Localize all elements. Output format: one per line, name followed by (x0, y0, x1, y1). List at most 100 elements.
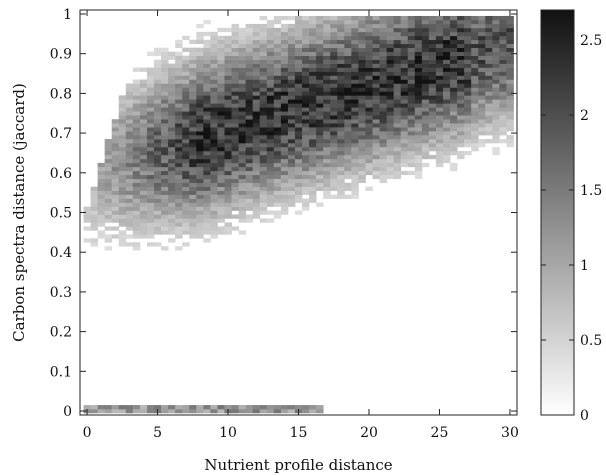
heat-cell (252, 63, 261, 68)
heat-cell (485, 55, 493, 60)
heat-cell (302, 146, 310, 152)
heat-cell (224, 139, 232, 144)
heat-cell (294, 178, 303, 184)
heat-cell (442, 39, 451, 45)
heat-cell (309, 19, 317, 25)
heat-cell (400, 51, 409, 56)
heat-cell (118, 143, 127, 148)
heat-cell (203, 135, 211, 140)
heat-cell (168, 198, 176, 203)
heat-cell (316, 87, 324, 92)
heat-cell (118, 135, 127, 140)
heat-cell (471, 27, 479, 33)
heat-cell (372, 170, 380, 176)
heat-cell (168, 135, 176, 140)
heat-cell (379, 166, 388, 172)
heat-cell (259, 27, 268, 33)
heat-cell (407, 87, 416, 92)
y-tick-label: 0.9 (50, 47, 72, 63)
heat-cell (161, 63, 169, 68)
heat-cell (238, 55, 247, 60)
heat-cell (111, 170, 120, 176)
heat-cell (97, 214, 106, 219)
heat-cell (302, 55, 310, 60)
heat-cell (330, 83, 338, 88)
heat-cell (421, 35, 430, 41)
heat-cell (351, 23, 359, 29)
heat-cell (471, 99, 479, 104)
heat-cell (435, 123, 444, 128)
heat-cell (118, 115, 127, 120)
heat-cell (344, 39, 352, 45)
heat-cell (400, 43, 409, 49)
heat-cell (344, 135, 352, 140)
heat-cell (407, 154, 416, 160)
heat-cell (344, 27, 352, 33)
heat-cell (485, 27, 493, 33)
heat-cell (485, 35, 493, 41)
heat-cell (266, 162, 275, 168)
heat-cell (407, 123, 416, 128)
heat-cell (168, 409, 176, 414)
heat-cell (280, 67, 289, 72)
heat-cell (189, 146, 197, 152)
heat-cell (450, 15, 458, 21)
heat-cell (372, 63, 380, 68)
heat-cell (435, 55, 444, 60)
heat-cell (139, 214, 148, 219)
heat-cell (203, 139, 211, 144)
heat-cell (280, 71, 289, 76)
heat-cell (386, 150, 395, 156)
heat-cell (435, 115, 444, 120)
heat-cell (132, 83, 141, 88)
heat-cell (238, 95, 247, 100)
heat-cell (478, 23, 486, 29)
heat-cell (217, 170, 225, 176)
heat-cell (210, 174, 218, 180)
heat-cell (492, 83, 500, 88)
heat-cell (104, 405, 113, 410)
heat-cell (309, 174, 317, 180)
heat-cell (245, 143, 254, 148)
heat-cell (273, 51, 282, 56)
heat-cell (344, 123, 352, 128)
heat-cell (421, 146, 430, 152)
heat-cell (337, 15, 345, 21)
heat-cell (344, 194, 352, 199)
heat-cell (358, 143, 366, 148)
heat-cell (499, 43, 507, 49)
heat-cell (125, 214, 134, 219)
heat-cell (266, 91, 275, 96)
heat-cell (400, 75, 409, 80)
heat-cell (196, 210, 204, 215)
heat-cell (189, 107, 197, 112)
heat-cell (414, 55, 423, 60)
heat-cell (175, 75, 183, 80)
heat-cell (421, 103, 430, 108)
heat-cell (259, 190, 268, 195)
heat-cell (344, 87, 352, 92)
heat-cell (316, 139, 324, 144)
heat-cell (161, 139, 169, 144)
heat-cell (428, 87, 437, 92)
heat-cell (231, 111, 239, 116)
heat-cell (358, 123, 366, 128)
heat-cell (196, 230, 204, 235)
heat-cell (464, 19, 472, 25)
heat-cell (351, 43, 359, 49)
heat-cell (90, 198, 99, 203)
heat-cell (189, 174, 197, 180)
heat-cell (499, 119, 507, 124)
heat-cell (132, 246, 141, 251)
heat-cell (154, 206, 162, 211)
heat-cell (492, 79, 500, 84)
heat-cell (457, 75, 465, 80)
heat-cell (118, 111, 127, 116)
heat-cell (203, 143, 211, 148)
heat-cell (379, 39, 388, 45)
heat-cell (386, 39, 395, 45)
heat-cell (457, 51, 465, 56)
heat-cell (280, 55, 289, 60)
heat-cell (189, 222, 197, 227)
heat-cell (471, 135, 479, 140)
